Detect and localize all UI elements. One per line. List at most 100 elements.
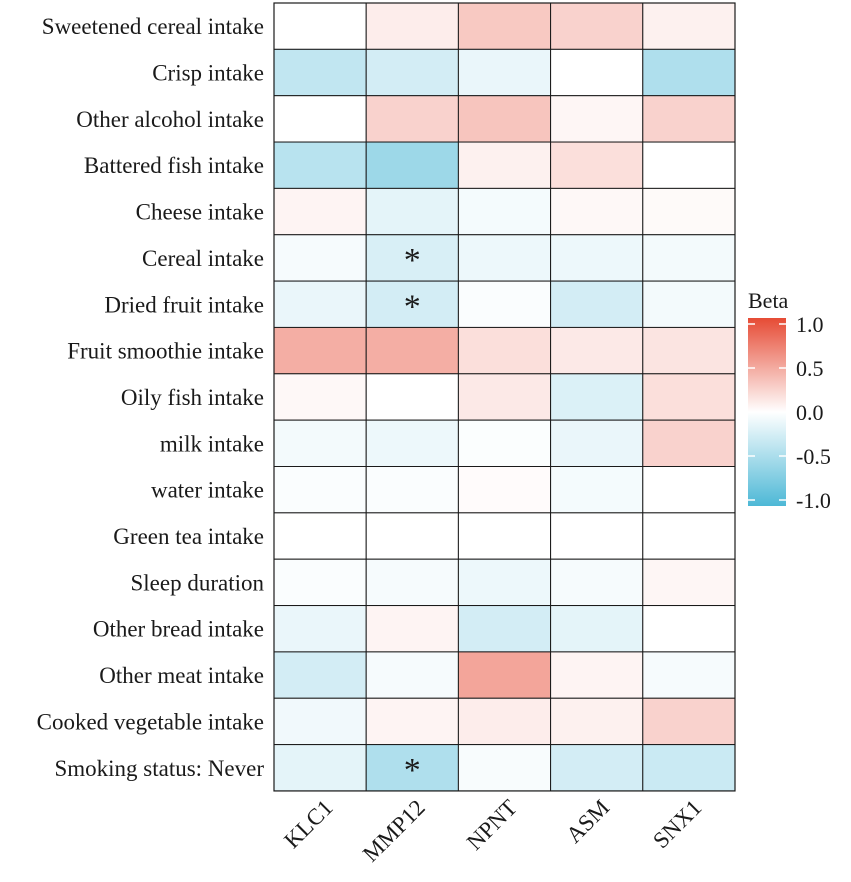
heatmap-cells	[273, 2, 736, 792]
heatmap-cell	[642, 512, 736, 560]
heatmap-cell	[273, 512, 367, 560]
heatmap-cell	[365, 605, 459, 653]
row-label: Smoking status: Never	[54, 756, 264, 781]
heatmap-cell	[365, 187, 459, 236]
legend-ticks: 1.0 0.5 0.0 -0.5 -1.0	[748, 312, 831, 513]
column-label: KLC1	[279, 795, 337, 853]
heatmap-cell	[365, 558, 459, 607]
legend-tick-label: -0.5	[796, 444, 831, 469]
heatmap-cell	[273, 558, 367, 607]
significance-star: *	[404, 752, 421, 789]
heatmap-cell	[273, 95, 367, 143]
heatmap-cell	[642, 373, 736, 421]
heatmap-cell	[457, 326, 552, 375]
heatmap-cell	[550, 234, 644, 282]
heatmap-cell	[550, 373, 644, 421]
heatmap-cell	[273, 326, 367, 375]
heatmap-cell	[457, 419, 552, 467]
column-label: NPNT	[462, 795, 522, 855]
heatmap-cell	[457, 373, 552, 421]
heatmap-cell	[457, 2, 552, 50]
heatmap-cell	[457, 280, 552, 328]
heatmap-cell	[365, 234, 459, 282]
heatmap-cell	[273, 373, 367, 421]
heatmap-cell	[273, 651, 367, 699]
heatmap-cell	[642, 141, 736, 189]
heatmap-cell	[273, 2, 367, 50]
heatmap-cell	[273, 48, 367, 97]
column-labels: KLC1 MMP12 NPNT ASM SNX1	[279, 795, 706, 867]
row-label: Cooked vegetable intake	[37, 709, 264, 734]
heatmap-cell	[365, 2, 459, 50]
row-label: milk intake	[160, 431, 264, 456]
heatmap-cell	[550, 187, 644, 236]
heatmap-cell	[550, 558, 644, 607]
heatmap-cell	[365, 419, 459, 467]
heatmap-cell	[457, 466, 552, 514]
row-label: Cheese intake	[136, 200, 264, 225]
heatmap-cell	[365, 512, 459, 560]
heatmap-cell	[457, 744, 552, 792]
heatmap-cell	[273, 280, 367, 328]
heatmap-cell	[457, 187, 552, 236]
row-label: Dried fruit intake	[104, 292, 264, 317]
heatmap-cell	[550, 419, 644, 467]
legend-tick-label: 1.0	[796, 312, 824, 337]
row-label: Sleep duration	[131, 570, 265, 595]
heatmap-cell	[457, 234, 552, 282]
heatmap-cell	[457, 95, 552, 143]
heatmap-cell	[550, 697, 644, 746]
row-label: Oily fish intake	[121, 385, 264, 410]
significance-markers: * * *	[404, 242, 421, 789]
legend-tick-label: -1.0	[796, 488, 831, 513]
heatmap-cell	[642, 697, 736, 746]
heatmap-cell	[642, 419, 736, 467]
column-label: SNX1	[648, 795, 706, 853]
legend: Beta 1.0 0.5 0.0 -0.5 -1.0	[748, 288, 831, 513]
heatmap-cell	[642, 280, 736, 328]
heatmap-cell	[273, 187, 367, 236]
heatmap-cell	[642, 2, 736, 50]
significance-star: *	[404, 242, 421, 279]
heatmap-cell	[365, 95, 459, 143]
heatmap-cell	[642, 744, 736, 792]
heatmap-cell	[273, 234, 367, 282]
heatmap-cell	[642, 234, 736, 282]
heatmap-cell	[642, 466, 736, 514]
heatmap-cell	[457, 512, 552, 560]
row-label: Battered fish intake	[84, 153, 264, 178]
heatmap-border	[273, 2, 736, 792]
heatmap-cell	[457, 605, 552, 653]
heatmap-cell	[550, 326, 644, 375]
row-label: Sweetened cereal intake	[42, 14, 264, 39]
heatmap-cell	[550, 141, 644, 189]
heatmap-cell	[457, 651, 552, 699]
heatmap-cell	[642, 326, 736, 375]
heatmap-cell	[365, 466, 459, 514]
heatmap-cell	[273, 141, 367, 189]
heatmap-cell	[273, 697, 367, 746]
column-label: MMP12	[358, 795, 430, 867]
heatmap-cell	[365, 326, 459, 375]
row-labels: Sweetened cereal intake Crisp intake Other…	[37, 14, 265, 781]
heatmap-cell	[642, 95, 736, 143]
legend-title: Beta	[748, 288, 789, 313]
row-label: Green tea intake	[113, 524, 264, 549]
heatmap-cell	[365, 651, 459, 699]
heatmap-cell	[457, 141, 552, 189]
row-label: Crisp intake	[152, 61, 264, 86]
heatmap-cell	[550, 280, 644, 328]
heatmap-cell	[550, 466, 644, 514]
heatmap-cell	[365, 141, 459, 189]
legend-tick-label: 0.0	[796, 400, 824, 425]
heatmap-cell	[550, 512, 644, 560]
row-label: water intake	[151, 478, 264, 503]
heatmap-cell	[642, 48, 736, 97]
heatmap-cell	[550, 95, 644, 143]
row-label: Other meat intake	[99, 663, 264, 688]
heatmap-cell	[642, 605, 736, 653]
heatmap-cell	[550, 2, 644, 50]
heatmap-cell	[642, 558, 736, 607]
row-label: Other alcohol intake	[76, 107, 264, 132]
